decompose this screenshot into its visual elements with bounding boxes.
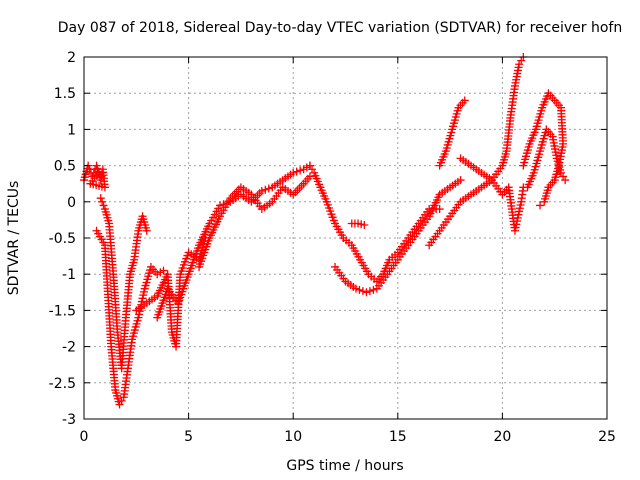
data-point	[289, 168, 298, 177]
data-point	[264, 184, 273, 193]
data-point	[369, 285, 378, 294]
x-tick-label: 0	[80, 429, 89, 445]
data-point	[98, 197, 107, 206]
data-point	[159, 266, 168, 275]
data-point	[257, 186, 266, 195]
data-point	[536, 201, 545, 210]
data-point	[360, 220, 369, 229]
data-point	[99, 201, 108, 210]
y-axis-label: SDTVAR / TECUs	[6, 181, 22, 296]
y-tick-label: -1.5	[49, 303, 76, 319]
y-tick-label: 1.5	[54, 86, 76, 102]
y-tick-label: -2	[62, 340, 76, 356]
x-tick-label: 5	[184, 429, 193, 445]
data-points	[80, 53, 570, 409]
chart-title: Day 087 of 2018, Sidereal Day-to-day VTE…	[58, 20, 622, 36]
y-tick-label: -1	[62, 267, 76, 283]
data-point	[365, 287, 374, 296]
y-tick-label: 2	[67, 50, 76, 66]
x-tick-label: 15	[389, 429, 407, 445]
y-tick-label: 0	[67, 195, 76, 211]
y-tick-label: 1	[67, 122, 76, 138]
x-tick-label: 10	[284, 429, 302, 445]
data-point	[96, 194, 105, 203]
data-point	[561, 176, 570, 185]
data-point	[142, 226, 151, 235]
data-point	[261, 185, 270, 194]
y-tick-label: 0.5	[54, 159, 76, 175]
data-point	[94, 168, 103, 177]
x-tick-label: 25	[598, 429, 616, 445]
data-point	[351, 284, 360, 293]
data-point	[540, 197, 549, 206]
y-tick-label: -3	[62, 412, 76, 428]
data-point	[292, 167, 301, 176]
x-axis-label: GPS time / hours	[286, 458, 403, 474]
data-point	[305, 172, 314, 181]
data-point	[456, 176, 465, 185]
y-tick-label: -0.5	[49, 231, 76, 247]
data-point	[460, 96, 469, 105]
data-point	[435, 205, 444, 214]
data-point	[296, 166, 305, 175]
data-point	[362, 288, 371, 297]
axis-ticks: 0 5 10 15 20 25 -3 -2.5 -2 -1.5 -1 -0.5 0 0.5 1 1.5 2	[49, 50, 616, 445]
data-point	[215, 201, 224, 210]
y-tick-label: -2.5	[49, 376, 76, 392]
data-point	[358, 287, 367, 296]
x-tick-label: 20	[493, 429, 511, 445]
data-point	[355, 285, 364, 294]
